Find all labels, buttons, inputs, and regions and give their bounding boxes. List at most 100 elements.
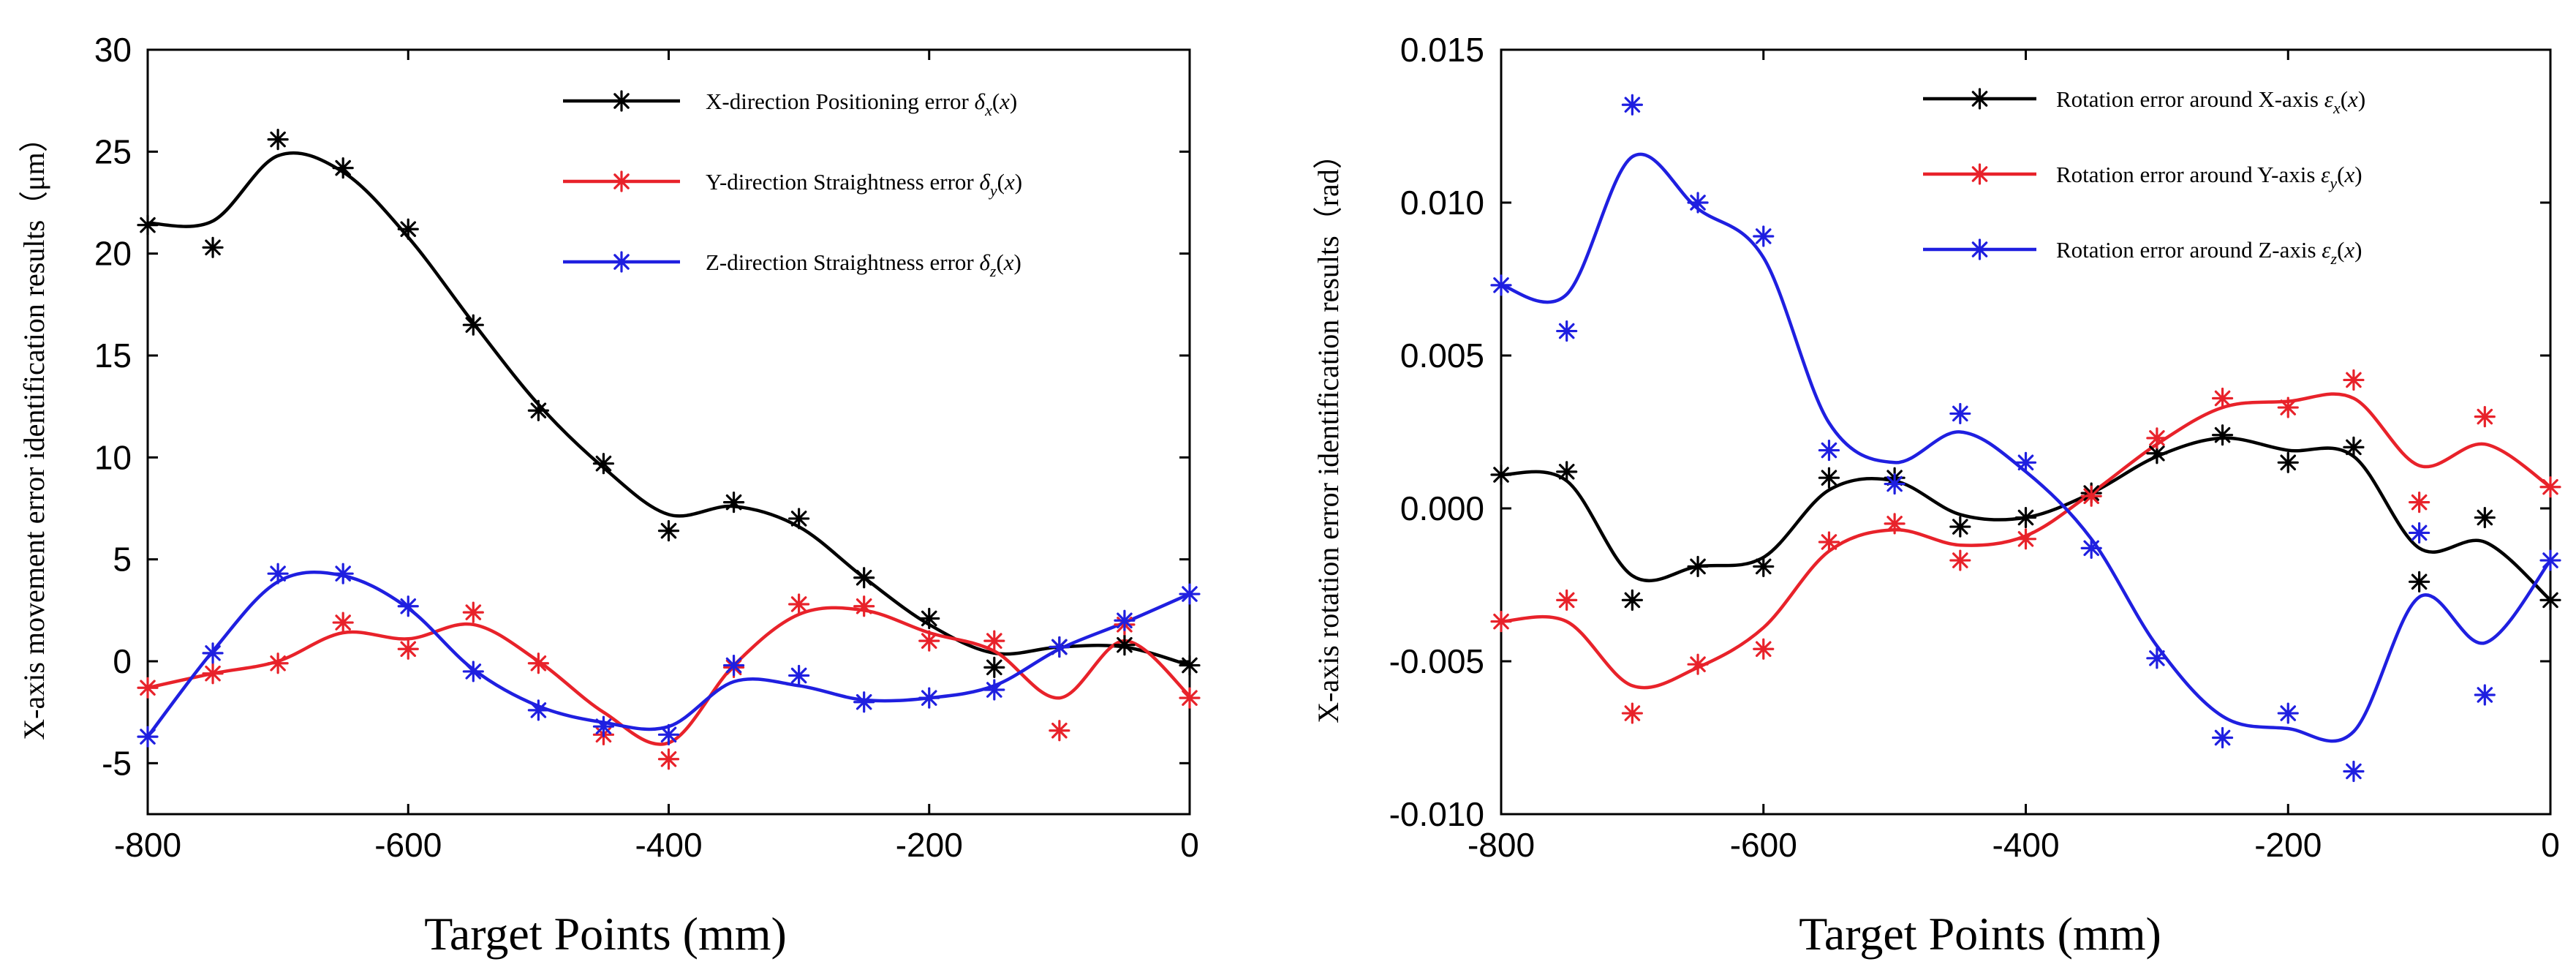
series-x-point xyxy=(332,157,354,179)
movement-markers xyxy=(137,129,1201,770)
x-tick-label: -600 xyxy=(374,826,442,864)
series-y-point xyxy=(1490,611,1512,633)
series-z-point xyxy=(2343,760,2365,783)
series-z-point xyxy=(657,723,680,745)
x-tick-label: 0 xyxy=(1180,826,1199,864)
series-z-point xyxy=(1556,320,1578,342)
y-tick-label: -5 xyxy=(102,744,132,782)
series-x-point xyxy=(2409,571,2430,593)
rotation-error-chart: -800 -600 -400 -200 0 -0.010 -0.005 0.000 0.005 0… xyxy=(1312,31,2561,960)
series-z-point xyxy=(2080,537,2102,559)
series-x-point xyxy=(2539,589,2561,612)
series-x-point xyxy=(2014,506,2037,529)
rotation-tick-group: -800 -600 -400 -200 0 -0.010 -0.005 0.000 0.005 0… xyxy=(1389,31,2560,864)
legend-swatch-marker xyxy=(611,170,632,192)
y-tick-label: 30 xyxy=(94,31,132,69)
series-x-point xyxy=(1818,467,1840,489)
x-tick-label: -400 xyxy=(635,826,702,864)
legend-item-z: Z-direction Straightness error δz(x) xyxy=(563,249,1021,280)
rotation-legend: Rotation error around X-axis εx(x) Rotati… xyxy=(1923,86,2365,268)
series-z-point xyxy=(202,642,224,664)
series-z-point xyxy=(1818,439,1840,462)
rotation-x-axis-title: Target Points (mm) xyxy=(1799,908,2161,960)
series-z-point xyxy=(2277,702,2299,724)
series-x-point xyxy=(1114,634,1136,656)
series-x-point xyxy=(527,399,549,421)
y-tick-label: -0.010 xyxy=(1389,795,1484,833)
series-z-point xyxy=(853,691,875,713)
series-y-point xyxy=(1884,513,1905,535)
y-tick-label: 25 xyxy=(94,132,132,170)
x-tick-label: -800 xyxy=(114,826,181,864)
movement-tick-group: -800 -600 -400 -200 0 -5 0 5 10 15 20 25 30 xyxy=(94,31,1199,864)
series-x-point xyxy=(1621,589,1643,612)
series-x-point xyxy=(1490,464,1512,486)
legend-swatch-marker xyxy=(1968,238,1991,260)
series-z-point xyxy=(2014,451,2037,473)
movement-x-axis-title: Target Points (mm) xyxy=(424,908,787,960)
series-z-point xyxy=(1490,274,1512,296)
movement-curves xyxy=(146,151,1191,746)
legend-item-x: X-direction Positioning error δx(x) xyxy=(563,89,1017,119)
y-tick-label: 0.005 xyxy=(1400,336,1484,375)
series-y-point xyxy=(2146,427,2168,449)
series-z-point xyxy=(1114,609,1136,631)
series-x-point xyxy=(137,214,159,236)
series-z-point xyxy=(267,563,289,584)
series-y-point xyxy=(2080,485,2102,507)
series-y-point xyxy=(2277,396,2299,418)
x-tick-label: -200 xyxy=(2254,826,2322,864)
series-z-point xyxy=(788,664,810,687)
series-y-point xyxy=(2014,528,2037,550)
rotation-markers xyxy=(1490,94,2561,783)
series-z-point xyxy=(1753,225,1775,247)
movement-legend: X-direction Positioning error δx(x) Y-dir… xyxy=(563,89,1022,280)
series-z-point xyxy=(1621,94,1643,116)
x-tick-label: -400 xyxy=(1992,826,2059,864)
series-y-point xyxy=(1621,702,1643,724)
series-z-point xyxy=(2146,647,2168,669)
series-z-line xyxy=(146,571,1190,738)
series-z-point xyxy=(527,699,549,721)
series-x-point xyxy=(2211,424,2234,446)
series-x-point xyxy=(918,607,940,630)
series-z-point xyxy=(1049,636,1070,658)
y-tick-label: 5 xyxy=(113,541,132,579)
x-tick-label: -200 xyxy=(896,826,963,864)
y-tick-label: 15 xyxy=(94,336,132,375)
series-x-point xyxy=(592,453,615,475)
series-y-point xyxy=(1179,687,1201,709)
legend-label: Z-direction Straightness error δz(x) xyxy=(706,249,1021,280)
series-y-point xyxy=(2211,387,2234,410)
movement-y-axis-title: X-axis movement error identification res… xyxy=(18,123,50,740)
series-z-point xyxy=(918,687,940,709)
series-y-point xyxy=(2343,369,2365,391)
series-x-point xyxy=(853,567,875,589)
series-x-point xyxy=(1179,654,1201,677)
series-y-line xyxy=(147,606,1191,746)
series-x-point xyxy=(1949,516,1971,538)
series-y-point xyxy=(853,595,875,617)
series-x-point xyxy=(983,656,1005,678)
legend-item-z: Rotation error around Z-axis εz(x) xyxy=(1923,237,2362,268)
series-z-point xyxy=(2539,549,2561,571)
series-y-point xyxy=(2409,492,2430,514)
legend-label: Rotation error around Y-axis εy(x) xyxy=(2056,162,2362,192)
series-y-point xyxy=(202,663,224,685)
series-y-point xyxy=(137,677,159,699)
y-tick-label: 10 xyxy=(94,438,132,476)
series-x-point xyxy=(1753,555,1775,578)
series-y-point xyxy=(397,638,419,660)
series-z-point xyxy=(2474,684,2496,706)
series-y-point xyxy=(657,748,680,770)
series-x-point xyxy=(267,129,289,151)
y-tick-label: 20 xyxy=(94,235,132,273)
series-y-point xyxy=(1556,589,1578,612)
series-y-point xyxy=(2539,476,2561,498)
series-y-point xyxy=(1949,549,1971,571)
legend-item-y: Y-direction Straightness error δy(x) xyxy=(563,169,1022,200)
series-x-point xyxy=(2474,506,2496,529)
series-z-point xyxy=(1884,473,1905,495)
series-z-point xyxy=(592,715,615,737)
